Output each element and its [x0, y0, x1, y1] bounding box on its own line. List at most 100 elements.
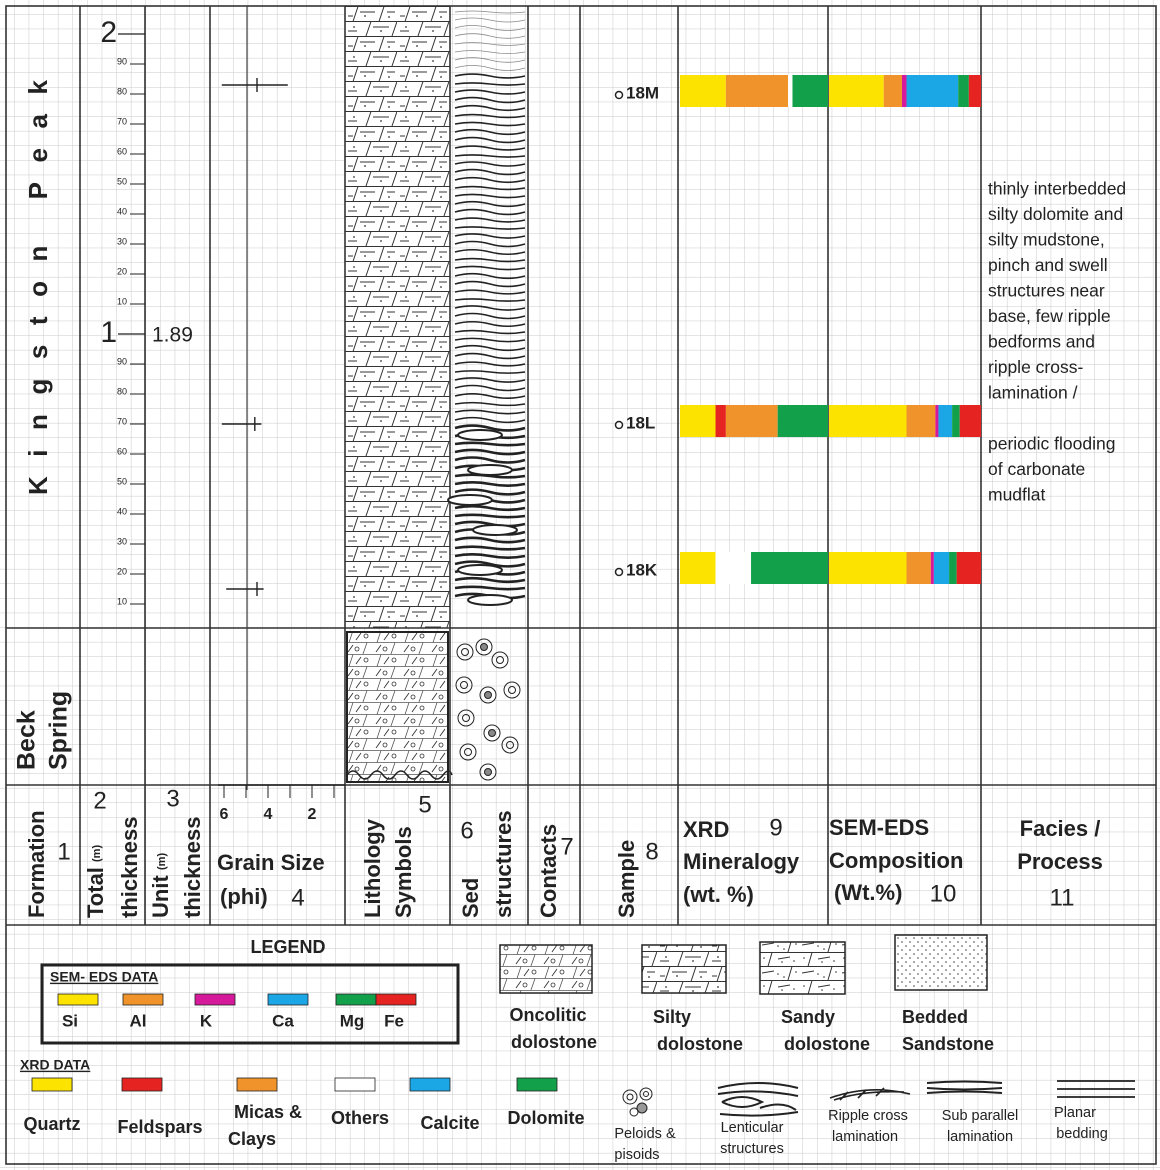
oncolitic-dolostone-lithology: [347, 632, 448, 782]
xrd-segment: [726, 75, 788, 107]
structure-legend-label: Lenticular: [721, 1120, 784, 1136]
xrd-legend-label: Others: [331, 1108, 389, 1128]
depth-tick-label: 60: [117, 446, 127, 456]
depth-tick-label: 40: [117, 206, 127, 216]
structure-legend-label: bedding: [1056, 1126, 1108, 1142]
column-header: Facies /: [1020, 816, 1101, 841]
sem-legend-label: Si: [62, 1011, 78, 1030]
sample-point: [616, 422, 623, 429]
column-header: Sed: [458, 878, 483, 918]
xrd-legend-label: Quartz: [23, 1114, 80, 1134]
xrd-legend-label: Calcite: [420, 1113, 479, 1133]
xrd-legend-label: Micas &: [234, 1102, 302, 1122]
depth-tick-label: 10: [117, 296, 127, 306]
xrd-legend-swatch: [517, 1078, 557, 1091]
stratigraphic-column: LEGEND SEM- EDS DATA XRD DATA 1.89 29080…: [0, 0, 1160, 1170]
facies-text: of carbonate: [988, 459, 1085, 479]
column-number: 11: [1050, 884, 1075, 911]
depth-tick-label: 40: [117, 506, 127, 516]
structure-legend-label: lamination: [832, 1129, 898, 1145]
column-number: 3: [166, 785, 179, 812]
column-number: 1: [57, 838, 70, 865]
column-number: 9: [769, 814, 782, 841]
structure-legend-label: Ripple cross: [828, 1108, 908, 1124]
facies-text: silty dolomite and: [988, 204, 1123, 224]
sem-legend-label: Ca: [272, 1011, 294, 1030]
column-header-unit: (m): [156, 853, 168, 870]
column-header: XRD: [683, 817, 729, 842]
column-header: structures: [491, 810, 516, 918]
column-header: Contacts: [536, 824, 561, 918]
xrd-segment: [792, 75, 828, 107]
xrd-segment: [680, 552, 716, 584]
sem-legend-label: Al: [130, 1011, 147, 1030]
xrd-segment: [680, 75, 726, 107]
structure-legend-label: pisoids: [614, 1147, 659, 1163]
grain-tick-label: 2: [308, 806, 317, 823]
oncoid-core: [485, 769, 492, 776]
sed-lenticle: [468, 465, 512, 475]
xrd-segment: [716, 405, 726, 437]
xrd-segment: [778, 405, 828, 437]
column-header: (Wt.%): [834, 880, 902, 905]
sed-lenticle: [448, 495, 492, 505]
xrd-segment: [726, 405, 778, 437]
xrd-legend-label: Feldspars: [117, 1117, 202, 1137]
depth-tick-label: 90: [117, 356, 127, 366]
column-header: SEM-EDS: [829, 815, 929, 840]
sample-point: [616, 569, 623, 576]
formation-name: Beck: [13, 710, 41, 770]
facies-text: mudflat: [988, 485, 1046, 505]
lithology-legend-label: dolostone: [657, 1034, 743, 1054]
sem-legend-swatch: [268, 994, 308, 1005]
column-number: 6: [460, 817, 473, 844]
sem-legend-swatch: [58, 994, 98, 1005]
facies-text: ripple cross-: [988, 357, 1083, 377]
sample-label: 18K: [626, 560, 658, 579]
xrd-segment: [788, 75, 792, 107]
column-header: Composition: [829, 848, 963, 873]
facies-text: base, few ripple: [988, 306, 1111, 326]
column-number: 2: [93, 787, 106, 814]
structure-legend-label: Planar: [1054, 1105, 1096, 1121]
sem-segment: [958, 75, 969, 107]
grain-tick-label: 4: [264, 806, 273, 823]
depth-tick-label: 60: [117, 146, 127, 156]
sem-segment: [907, 552, 931, 584]
depth-tick-label: 70: [117, 416, 127, 426]
xrd-legend-swatch: [32, 1078, 72, 1091]
sed-lenticle: [458, 565, 502, 575]
xrd-legend-label: Clays: [228, 1129, 276, 1149]
sem-legend-label: Fe: [384, 1011, 404, 1030]
column-header: thickness: [117, 817, 142, 919]
column-header: Formation: [24, 810, 49, 918]
xrd-segment: [716, 552, 752, 584]
xrd-legend-swatch: [335, 1078, 375, 1091]
lithology-legend-label: dolostone: [784, 1034, 870, 1054]
column-header: Total: [83, 867, 108, 918]
depth-tick-label: 70: [117, 116, 127, 126]
lithology-legend-label: Silty: [653, 1007, 691, 1027]
grain-tick-label: 6: [220, 806, 229, 823]
sem-segment: [907, 75, 959, 107]
depth-tick-label: 90: [117, 56, 127, 66]
sem-segment: [884, 75, 902, 107]
column-number: 4: [291, 884, 304, 911]
column-header-unit: (m): [91, 845, 103, 862]
facies-text: silty mudstone,: [988, 230, 1105, 250]
xrd-segment: [680, 405, 716, 437]
oncoid-core: [481, 644, 488, 651]
depth-major-label: 1: [100, 316, 117, 349]
column-number: 10: [930, 880, 957, 907]
sem-legend-label: Mg: [340, 1011, 365, 1030]
unit-thickness: 1.89: [152, 324, 193, 347]
sem-segment: [969, 75, 981, 107]
structure-legend-label: Peloids &: [614, 1126, 676, 1142]
sem-segment: [829, 405, 907, 437]
column-header: Process: [1017, 849, 1103, 874]
sed-lenticle: [473, 525, 517, 535]
sem-legend-swatch: [336, 994, 376, 1005]
column-header: Lithology: [360, 818, 385, 918]
depth-tick-label: 50: [117, 176, 127, 186]
column-number: 5: [418, 791, 431, 818]
